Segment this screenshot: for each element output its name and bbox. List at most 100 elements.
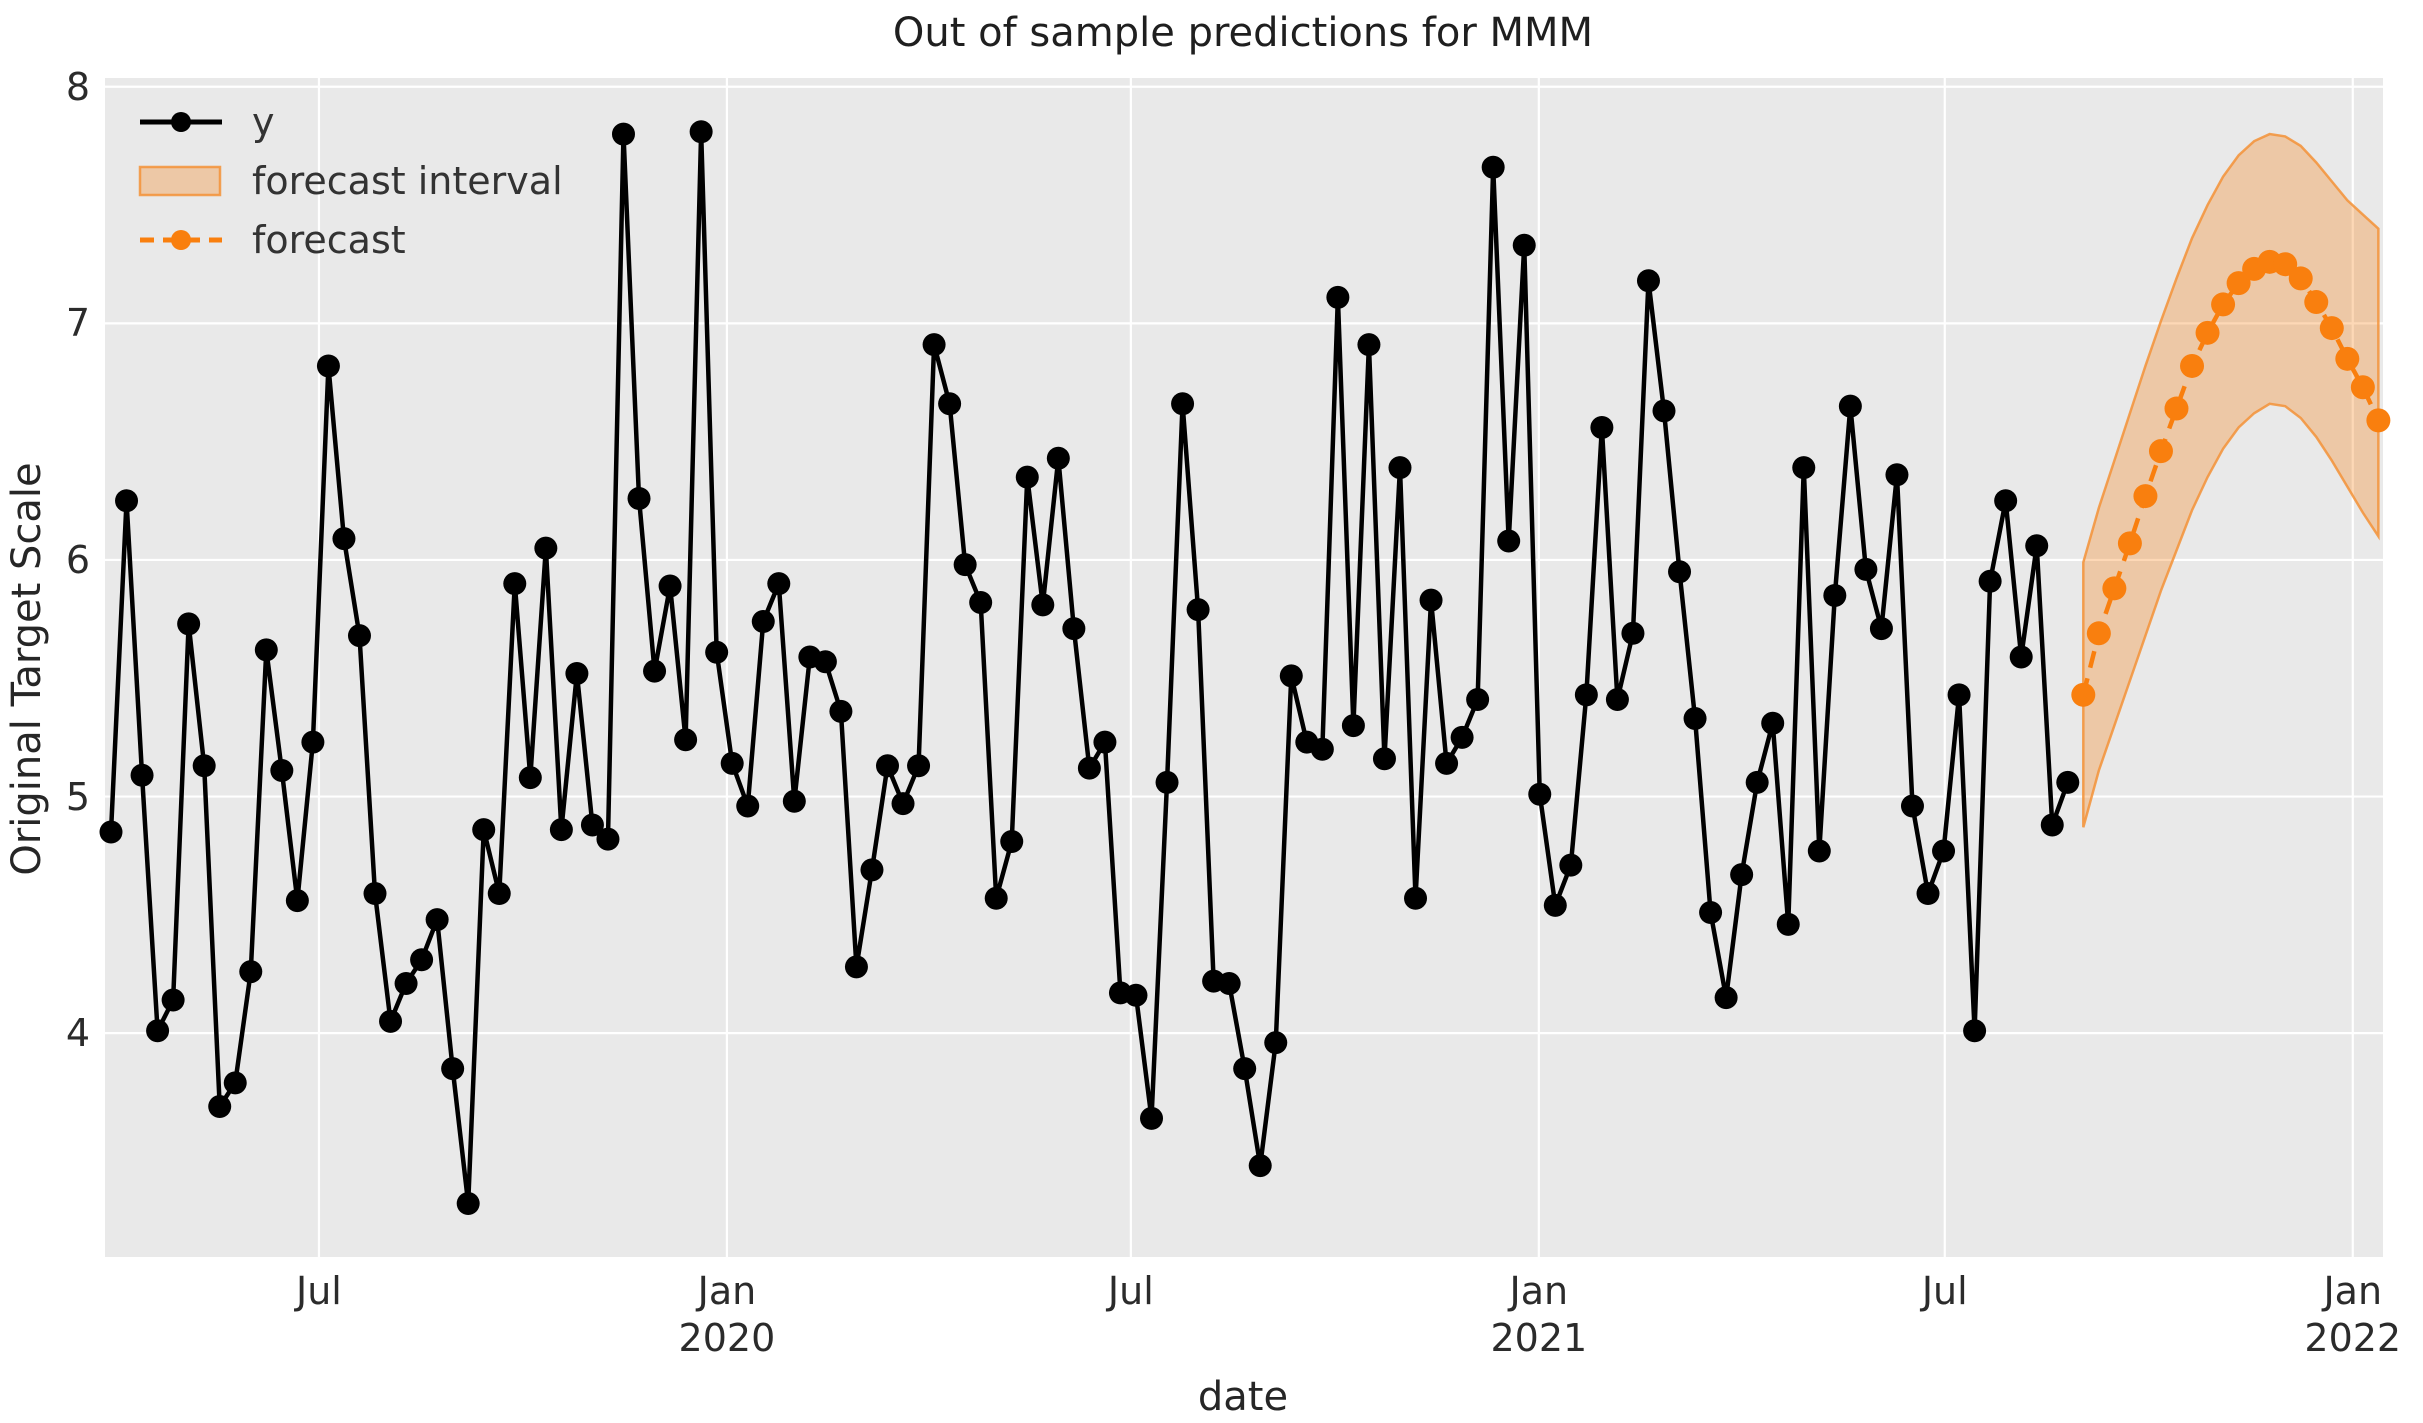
- y-data-point: [860, 858, 884, 882]
- y-data-point: [767, 572, 791, 596]
- y-data-point: [1015, 465, 1039, 489]
- y-tick-label-7: 7: [65, 301, 90, 346]
- y-data-point: [1668, 560, 1692, 584]
- y-data-point: [1854, 557, 1878, 581]
- y-data-point: [1388, 456, 1412, 480]
- y-data-point: [1947, 683, 1971, 707]
- y-data-point: [379, 1009, 403, 1033]
- y-data-point: [782, 789, 806, 813]
- y-data-point: [239, 960, 263, 984]
- x-tick-label-Jan-2021: Jan 2021: [1429, 1268, 1649, 1362]
- legend-label-y: y: [252, 99, 275, 144]
- y-data-point: [689, 120, 713, 144]
- y-data-point: [99, 820, 123, 844]
- x-tick-label-Jan-2020: Jan 2020: [617, 1268, 837, 1362]
- y-data-point: [1621, 621, 1645, 645]
- y-data-point: [720, 751, 744, 775]
- y-data-point: [1357, 333, 1381, 357]
- y-data-point: [1481, 155, 1505, 179]
- y-data-point: [1512, 233, 1536, 257]
- forecast-data-point: [2071, 682, 2096, 707]
- y-data-point: [1186, 598, 1210, 622]
- legend-label-forecast-interval: forecast interval: [252, 158, 563, 203]
- y-data-point: [1000, 830, 1024, 854]
- y-data-point: [1435, 751, 1459, 775]
- y-data-point: [363, 882, 387, 906]
- y-data-point: [2040, 813, 2064, 837]
- y-data-point: [1466, 688, 1490, 712]
- y-data-point: [1279, 664, 1303, 688]
- forecast-data-point: [2335, 346, 2360, 371]
- y-data-point: [611, 122, 635, 146]
- x-tick-year-label: 2020: [678, 1316, 776, 1360]
- forecast-data-point: [2350, 375, 2375, 400]
- y-data-point: [984, 886, 1008, 910]
- forecast-data-point: [2319, 316, 2344, 341]
- y-data-point: [316, 354, 340, 378]
- y-data-point: [751, 609, 775, 633]
- y-data-point: [161, 988, 185, 1012]
- y-data-point: [2025, 534, 2049, 558]
- y-data-point: [1590, 415, 1614, 439]
- y-data-point: [596, 827, 620, 851]
- y-data-point: [643, 659, 667, 683]
- y-data-point: [534, 536, 558, 560]
- y-data-point: [1978, 569, 2002, 593]
- y-data-point: [969, 591, 993, 615]
- y-data-point: [1543, 893, 1567, 917]
- y-data-point: [1869, 617, 1893, 641]
- legend-item-forecast-interval: forecast interval: [138, 151, 563, 210]
- y-data-point: [1171, 392, 1195, 416]
- forecast-data-point: [2195, 320, 2220, 345]
- forecast-data-point: [2288, 266, 2313, 291]
- y-data-point: [270, 759, 294, 783]
- legend-item-y: y: [138, 92, 563, 151]
- legend: y forecast interval forecast: [138, 92, 563, 269]
- y-data-point: [1419, 588, 1443, 612]
- y-data-point: [580, 813, 604, 837]
- y-data-point: [1745, 770, 1769, 794]
- y-data-point: [1683, 706, 1707, 730]
- y-data-point: [115, 489, 139, 513]
- y-data-point: [146, 1019, 170, 1043]
- y-data-point: [441, 1057, 465, 1081]
- y-data-point: [487, 882, 511, 906]
- y-tick-label-5: 5: [65, 774, 90, 819]
- y-data-point: [1372, 747, 1396, 771]
- forecast-data-point: [2086, 621, 2111, 646]
- y-data-point: [1699, 900, 1723, 924]
- y-data-point: [1062, 617, 1086, 641]
- y-data-point: [518, 766, 542, 790]
- y-data-point: [1792, 456, 1816, 480]
- line-marker-swatch-icon: [140, 111, 222, 132]
- y-data-point: [1900, 794, 1924, 818]
- y-data-point: [1124, 983, 1148, 1007]
- y-data-point: [456, 1192, 480, 1216]
- y-data-point: [1636, 269, 1660, 293]
- x-tick-label-Jan-2022: Jan 2022: [2243, 1268, 2423, 1362]
- y-data-point: [1310, 737, 1334, 761]
- y-data-point: [1217, 971, 1241, 995]
- y-tick-label-8: 8: [65, 64, 90, 109]
- y-data-point: [1714, 986, 1738, 1010]
- y-data-point: [1046, 446, 1070, 470]
- y-tick-label-4: 4: [65, 1011, 90, 1056]
- y-data-point: [394, 971, 418, 995]
- y-data-point: [891, 792, 915, 816]
- x-tick-year-label: 2021: [1490, 1316, 1588, 1360]
- y-data-point: [1404, 886, 1428, 910]
- legend-label-forecast: forecast: [252, 217, 406, 262]
- x-tick-label-Jul: Jul: [1107, 1269, 1154, 1313]
- y-data-point: [1140, 1106, 1164, 1130]
- y-data-point: [130, 763, 154, 787]
- forecast-data-point: [2211, 292, 2236, 317]
- x-tick-label-Jul: Jul: [1921, 1269, 1968, 1313]
- y-data-point: [829, 699, 853, 723]
- y-data-point: [1093, 730, 1117, 754]
- y-data-point: [736, 794, 760, 818]
- forecast-data-point: [2117, 531, 2142, 556]
- y-data-point: [1885, 463, 1909, 487]
- y-data-point: [1761, 711, 1785, 735]
- y-data-point: [208, 1095, 232, 1119]
